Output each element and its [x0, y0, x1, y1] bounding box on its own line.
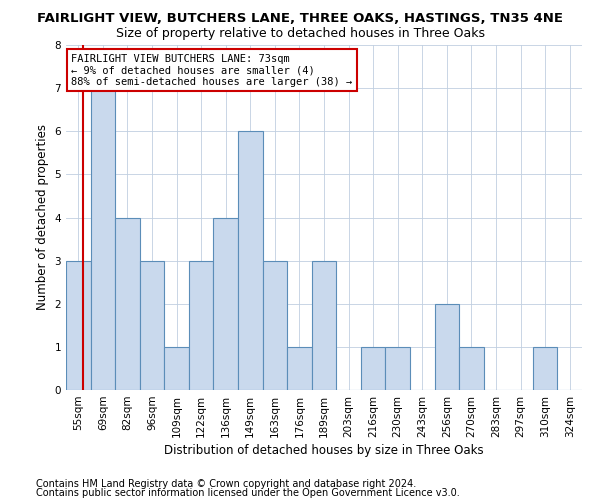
Bar	[533, 347, 557, 390]
Bar	[238, 131, 263, 390]
Text: FAIRLIGHT VIEW BUTCHERS LANE: 73sqm
← 9% of detached houses are smaller (4)
88% : FAIRLIGHT VIEW BUTCHERS LANE: 73sqm ← 9%…	[71, 54, 352, 87]
Bar	[164, 347, 189, 390]
Bar	[459, 347, 484, 390]
Bar	[312, 260, 336, 390]
Text: Contains HM Land Registry data © Crown copyright and database right 2024.: Contains HM Land Registry data © Crown c…	[36, 479, 416, 489]
Bar	[91, 88, 115, 390]
Bar	[287, 347, 312, 390]
Bar	[385, 347, 410, 390]
Bar	[189, 260, 214, 390]
Text: FAIRLIGHT VIEW, BUTCHERS LANE, THREE OAKS, HASTINGS, TN35 4NE: FAIRLIGHT VIEW, BUTCHERS LANE, THREE OAK…	[37, 12, 563, 26]
Bar	[140, 260, 164, 390]
Text: Size of property relative to detached houses in Three Oaks: Size of property relative to detached ho…	[115, 28, 485, 40]
Bar	[66, 260, 91, 390]
Bar	[361, 347, 385, 390]
Bar	[434, 304, 459, 390]
Bar	[263, 260, 287, 390]
Y-axis label: Number of detached properties: Number of detached properties	[36, 124, 49, 310]
Text: Contains public sector information licensed under the Open Government Licence v3: Contains public sector information licen…	[36, 488, 460, 498]
Bar	[214, 218, 238, 390]
Bar	[115, 218, 140, 390]
X-axis label: Distribution of detached houses by size in Three Oaks: Distribution of detached houses by size …	[164, 444, 484, 457]
